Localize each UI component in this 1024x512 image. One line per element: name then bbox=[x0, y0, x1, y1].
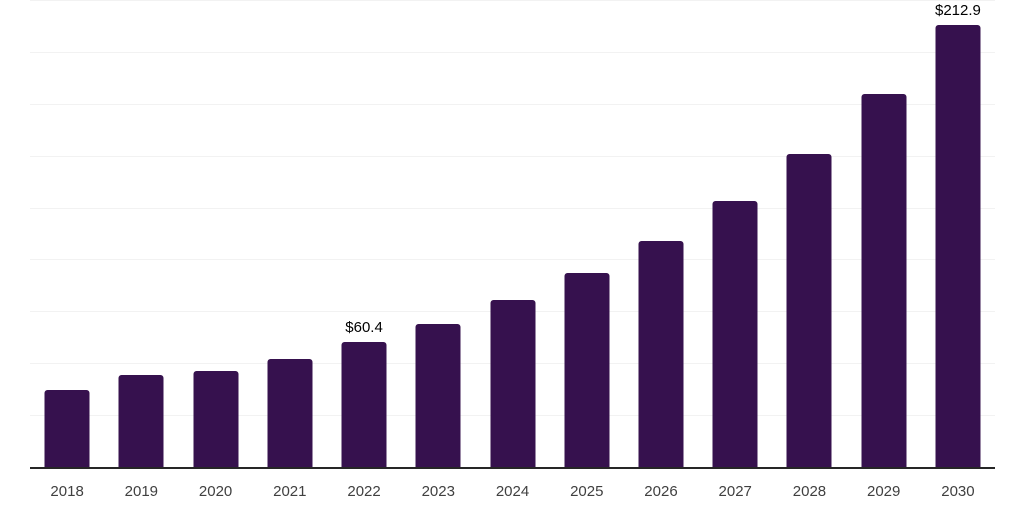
gridline-125 bbox=[30, 207, 995, 209]
bar-2022 bbox=[341, 341, 387, 467]
bar-2026 bbox=[638, 240, 684, 467]
x-tick-2024: 2024 bbox=[495, 483, 530, 500]
gridline-225 bbox=[30, 0, 995, 1]
data-label-2030: $212.9 bbox=[934, 2, 981, 20]
bar-2020 bbox=[193, 370, 239, 467]
bar-slot-2021 bbox=[253, 0, 327, 467]
x-tick-2023: 2023 bbox=[421, 483, 455, 500]
x-tick-2021: 2021 bbox=[273, 483, 307, 500]
bar-2025 bbox=[564, 272, 610, 467]
bar-slot-2022: $60.4 bbox=[327, 0, 401, 467]
x-tick-2019: 2019 bbox=[124, 483, 159, 500]
bar-slot-2020 bbox=[178, 0, 252, 467]
bar-slot-2028 bbox=[772, 0, 846, 467]
x-tick-2029: 2029 bbox=[867, 483, 901, 500]
bar-2030 bbox=[935, 25, 981, 467]
bar-slot-2026 bbox=[624, 0, 698, 467]
bar-2021 bbox=[267, 358, 313, 467]
x-tick-2026: 2026 bbox=[644, 483, 678, 500]
gridline-200 bbox=[30, 51, 995, 53]
bar-slot-2025 bbox=[550, 0, 624, 467]
bar-2029 bbox=[861, 93, 907, 467]
bar-slot-2024 bbox=[475, 0, 549, 467]
bar-slot-2023 bbox=[401, 0, 475, 467]
x-tick-2018: 2018 bbox=[50, 483, 84, 500]
x-tick-2030: 2030 bbox=[941, 483, 975, 500]
bar-slot-2029 bbox=[847, 0, 921, 467]
gridline-100 bbox=[30, 259, 995, 261]
bar-slot-2019 bbox=[104, 0, 178, 467]
bar-2024 bbox=[490, 300, 536, 467]
bar-2027 bbox=[712, 201, 758, 467]
x-tick-2020: 2020 bbox=[198, 483, 233, 500]
bars-row: $60.4 $212.9 bbox=[30, 0, 995, 467]
bar-slot-2030: $212.9 bbox=[921, 0, 995, 467]
bar-slot-2018 bbox=[30, 0, 104, 467]
bar-2023 bbox=[415, 324, 461, 467]
x-tick-2025: 2025 bbox=[570, 483, 604, 500]
gridline-175 bbox=[30, 103, 995, 105]
x-axis: 2018 2019 2020 2021 2022 2023 2024 2025 2026 2027… bbox=[30, 471, 995, 512]
gridline-150 bbox=[30, 155, 995, 157]
x-tick-2027: 2027 bbox=[718, 483, 752, 500]
x-tick-2028: 2028 bbox=[792, 483, 827, 500]
bar-slot-2027 bbox=[698, 0, 772, 467]
plot-area: $60.4 $212.9 bbox=[30, 0, 995, 469]
bar-2028 bbox=[786, 153, 832, 467]
bar-2018 bbox=[44, 390, 90, 467]
data-label-2022: $60.4 bbox=[345, 318, 383, 336]
x-tick-2022: 2022 bbox=[347, 483, 381, 500]
bar-2019 bbox=[118, 375, 164, 467]
